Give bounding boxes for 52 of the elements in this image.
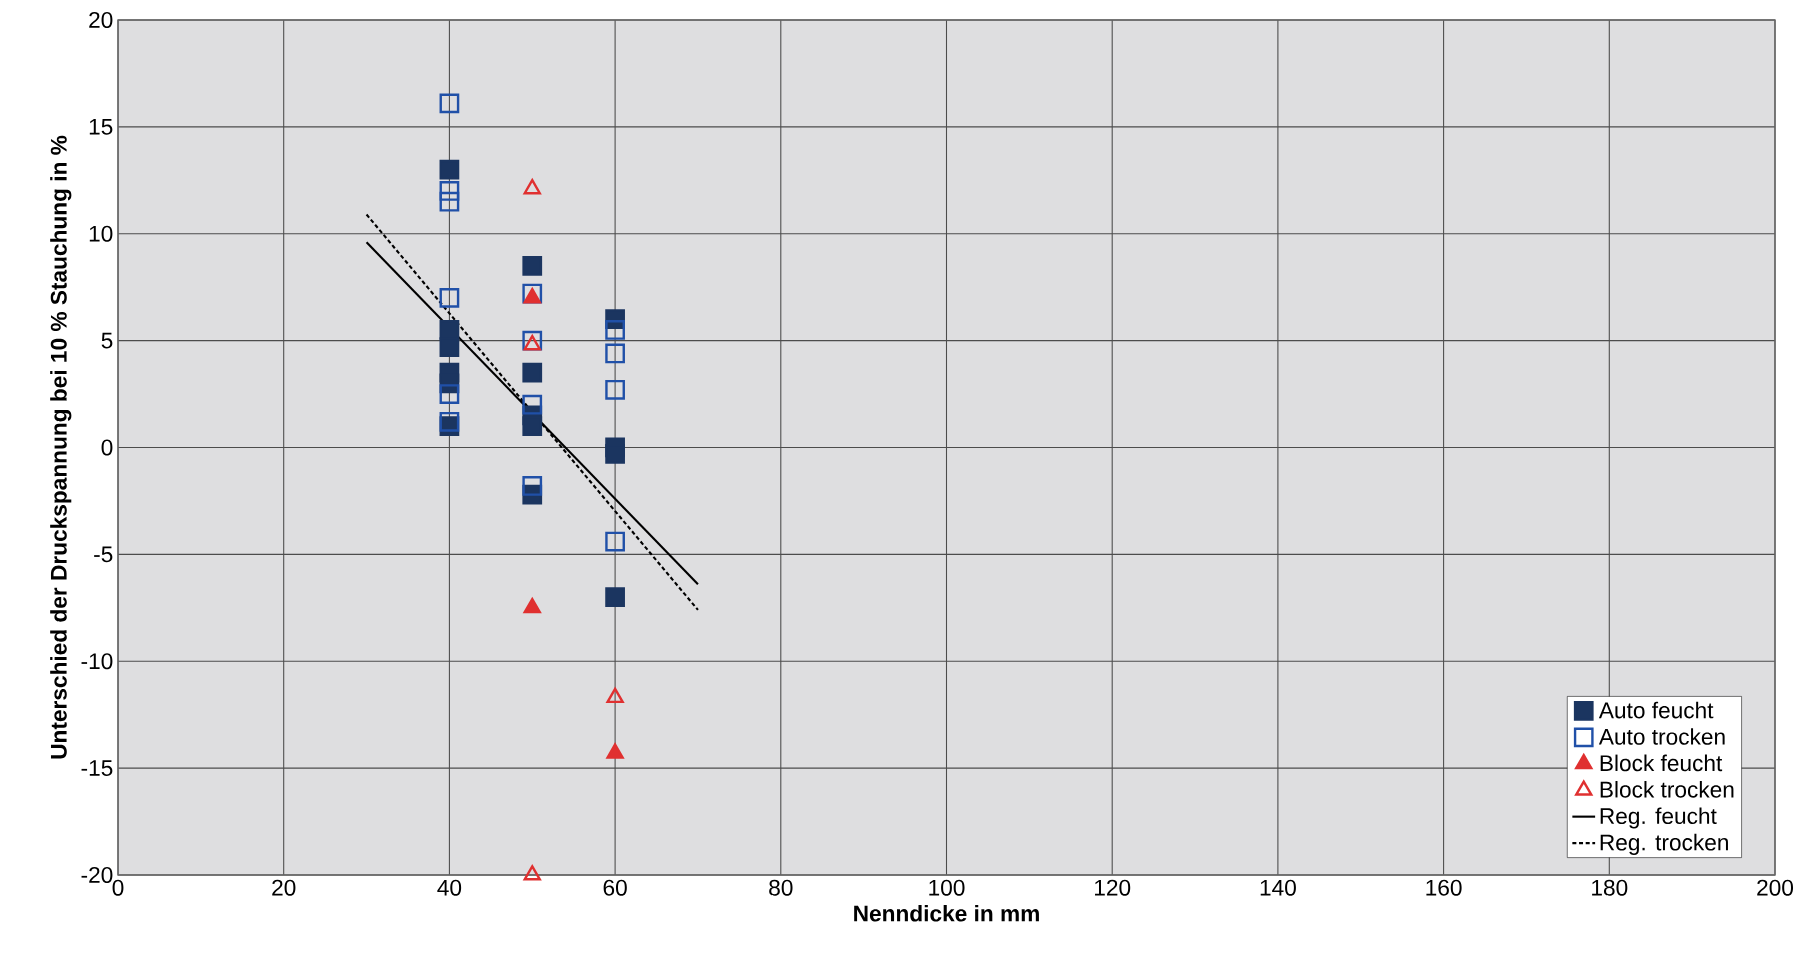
legend-label: Auto feucht (1598, 701, 1714, 719)
x-tick-label: 120 (1095, 879, 1131, 896)
y-tick-label: 10 (89, 225, 113, 242)
point (605, 379, 625, 400)
y-tick-label: -20 (81, 866, 113, 884)
point (522, 476, 543, 496)
point (605, 320, 625, 340)
legend-label: Reg. trocken (1600, 833, 1728, 855)
y-tick-label: 5 (101, 332, 113, 349)
x-tick-label: 40 (437, 879, 462, 896)
y-axis-title: Unterschied der Druckspannung bei 10 % Stauchung in % (50, 135, 72, 759)
x-tick-label: 100 (929, 879, 965, 896)
x-tick-label: 0 (112, 879, 124, 896)
point (605, 343, 625, 364)
point (605, 444, 625, 464)
legend-label: Block feucht (1600, 754, 1723, 772)
point (522, 416, 543, 436)
legend-label: Auto trocken (1598, 728, 1725, 745)
x-tick-label: 140 (1260, 879, 1296, 896)
point (439, 337, 460, 357)
point (439, 159, 460, 180)
x-tick-label: 160 (1426, 879, 1462, 896)
point (605, 587, 625, 607)
x-tick-label: 200 (1757, 879, 1794, 896)
x-tick-label: 20 (272, 879, 296, 896)
x-tick-label: 180 (1592, 879, 1628, 896)
x-axis-title: Nenndicke in mm (854, 904, 1039, 922)
point (522, 362, 543, 383)
point (439, 181, 460, 201)
legend-label: Block trocken (1600, 781, 1734, 798)
legend-label: Reg. feucht (1600, 807, 1717, 829)
point (523, 335, 541, 351)
point (522, 255, 543, 276)
point (439, 93, 460, 114)
point (606, 743, 624, 759)
y-tick-label: -5 (94, 546, 113, 563)
y-tick-label: -10 (81, 653, 113, 670)
point (439, 384, 460, 404)
y-tick-label: -15 (81, 760, 113, 777)
y-tick-label: 0 (101, 439, 113, 456)
point (523, 597, 541, 614)
point (522, 394, 543, 415)
point (439, 191, 460, 212)
x-tick-label: 60 (603, 879, 627, 896)
point (439, 287, 460, 308)
y-tick-label: 15 (89, 118, 113, 135)
y-tick-label: 20 (89, 11, 113, 29)
point (606, 687, 624, 704)
point (439, 411, 460, 432)
point (605, 531, 625, 552)
x-tick-label: 80 (769, 879, 793, 896)
point (523, 865, 541, 881)
